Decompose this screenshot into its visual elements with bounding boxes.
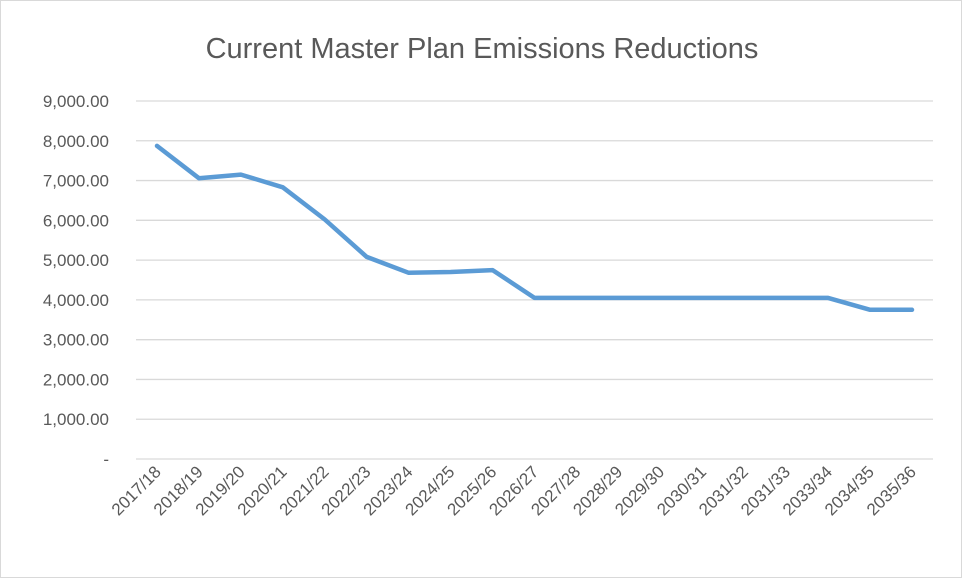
y-tick-label: 6,000.00: [43, 211, 109, 230]
y-tick-label: 7,000.00: [43, 172, 109, 191]
chart-title: Current Master Plan Emissions Reductions: [206, 33, 759, 65]
y-tick-label: 1,000.00: [43, 410, 109, 429]
gridlines: [136, 100, 933, 460]
y-tick-label: 4,000.00: [43, 291, 109, 310]
y-tick-label: 9,000.00: [43, 92, 109, 111]
series-line: [154, 143, 915, 313]
y-tick-label: 5,000.00: [43, 251, 109, 270]
y-tick-label: 3,000.00: [43, 331, 109, 350]
y-axis-tick-labels: - 1,000.00 2,000.00 3,000.00 4,000.00 5,000.0…: [43, 92, 109, 469]
y-tick-label: 2,000.00: [43, 370, 109, 389]
x-axis-tick-labels: 2017/182018/192019/202020/212021/222022/…: [108, 462, 920, 519]
y-tick-label: -: [103, 450, 109, 469]
y-tick-label: 8,000.00: [43, 132, 109, 151]
series-layer: [154, 143, 915, 313]
